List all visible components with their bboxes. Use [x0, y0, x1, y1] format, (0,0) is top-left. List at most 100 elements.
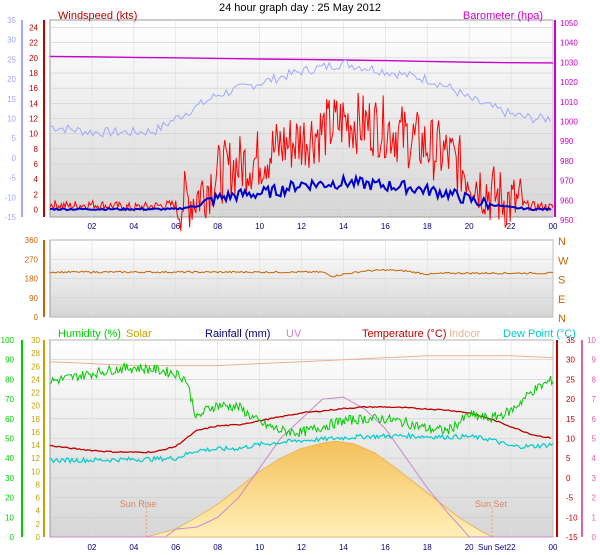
temperature-tick-label: 0: [566, 474, 571, 483]
solar-tick-label: 2: [36, 520, 41, 529]
legend-temperature: Temperature (°C): [362, 328, 446, 340]
barometer-tick-label: 1010: [560, 98, 578, 107]
outdoor-temp-tick-label: 30: [7, 36, 16, 45]
humidity-tick-label: 20: [5, 494, 14, 503]
humidity-tick-label: 100: [1, 336, 15, 345]
legend-indoor: Indoor: [449, 328, 481, 340]
direction-tick-label: 0: [34, 313, 39, 322]
wind-axis-label: Windspeed (kts): [58, 10, 137, 22]
panel3-x-tick-label: 04: [129, 543, 138, 552]
solar-tick-label: 22: [31, 389, 40, 398]
humidity-tick-label: 80: [5, 375, 14, 384]
uv-tick-label: 0: [592, 533, 597, 542]
barometer-tick-label: 970: [560, 177, 574, 186]
wind-tick-label: 22: [29, 39, 38, 48]
barometer-tick-label: 1030: [560, 58, 578, 67]
wind-tick-label: 10: [29, 130, 38, 139]
solar-tick-label: 26: [31, 362, 40, 371]
barometer-axis-label: Barometer (hpa): [463, 10, 543, 22]
outdoor-temp-tick-label: 25: [7, 55, 16, 64]
temperature-tick-label: -5: [566, 494, 574, 503]
barometer-tick-label: 990: [560, 137, 574, 146]
avg-wind-line: [49, 172, 552, 212]
panel1-x-tick-label: 02: [87, 222, 96, 231]
humidity-tick-label: 40: [5, 454, 14, 463]
solar-tick-label: 16: [31, 428, 40, 437]
uv-tick-label: 6: [592, 415, 597, 424]
legend-humidity: Humidity (%): [58, 328, 121, 340]
humidity-tick-label: 30: [5, 474, 14, 483]
outdoor-temp-tick-label: 15: [7, 95, 16, 104]
panel3-x-tick-label: Sun Set: [478, 543, 507, 552]
outdoor-temp-tick-label: 10: [7, 115, 16, 124]
outdoor-temp-tick-label: 0: [12, 154, 17, 163]
wind-tick-label: 6: [34, 160, 39, 169]
uv-tick-label: 10: [587, 336, 596, 345]
legend-rainfall: Rainfall (mm): [205, 328, 270, 340]
direction-tick-label: 90: [29, 294, 38, 303]
humidity-tick-label: 10: [5, 513, 14, 522]
humidity-tick-label: 0: [10, 533, 15, 542]
legend-dewpoint: Dew Point (°C): [503, 328, 576, 340]
wind-tick-label: 18: [29, 69, 38, 78]
panel3-x-tick-label: 02: [87, 543, 96, 552]
temperature-tick-label: -10: [566, 513, 578, 522]
wind-tick-label: 0: [34, 205, 39, 214]
outdoor-temp-line: [49, 59, 551, 138]
outdoor-temp-tick-label: -15: [4, 213, 16, 222]
panel1-x-tick-label: 14: [339, 222, 348, 231]
temperature-tick-label: 5: [566, 454, 571, 463]
wind-tick-label: 24: [29, 24, 38, 33]
temperature-tick-label: 15: [566, 415, 575, 424]
dewpoint-line: [49, 431, 554, 465]
chart-title: 24 hour graph day : 25 May 2012: [219, 2, 381, 14]
compass-label: S: [558, 275, 565, 287]
uv-tick-label: 8: [592, 375, 597, 384]
uv-tick-label: 3: [592, 474, 597, 483]
uv-tick-label: 4: [592, 454, 597, 463]
panel3-x-tick-label: 18: [423, 543, 432, 552]
panel1-x-tick-label: 20: [465, 222, 474, 231]
uv-tick-label: 2: [592, 494, 597, 503]
solar-tick-label: 28: [31, 349, 40, 358]
temperature-tick-label: 35: [566, 336, 575, 345]
uv-tick-label: 5: [592, 435, 597, 444]
outdoor-temp-tick-label: 35: [7, 16, 16, 25]
barometer-tick-label: 1000: [560, 118, 578, 127]
outdoor-temp-tick-label: -5: [9, 174, 17, 183]
wind-tick-label: 14: [29, 99, 38, 108]
panel3-x-tick-label: 10: [255, 543, 264, 552]
uv-line: [50, 396, 553, 538]
panel1-x-tick-label: 08: [213, 222, 222, 231]
panel1-x-tick-label: 22: [507, 222, 516, 231]
compass-label: N: [558, 313, 566, 325]
outdoor-temp-tick-label: -10: [4, 193, 16, 202]
legend-uv: UV: [286, 328, 302, 340]
wind-tick-label: 8: [34, 145, 39, 154]
panel3-x-tick-label: 06: [171, 543, 180, 552]
humidity-line: [49, 361, 554, 438]
uv-tick-label: 1: [592, 513, 597, 522]
wind-tick-label: 12: [29, 115, 38, 124]
panel1-x-tick-label: 18: [423, 222, 432, 231]
wind-tick-label: 20: [29, 54, 38, 63]
panel3-x-tick-label: 08: [213, 543, 222, 552]
panel3-x-tick-label: 20: [465, 543, 474, 552]
barometer-tick-label: 980: [560, 157, 574, 166]
wind-tick-label: 2: [34, 190, 39, 199]
solar-tick-label: 10: [31, 467, 40, 476]
panel3-x-tick-label: 16: [381, 543, 390, 552]
outdoor-temp-tick-label: 20: [7, 75, 16, 84]
humidity-tick-label: 60: [5, 415, 14, 424]
panel1-x-tick-label: 12: [297, 222, 306, 231]
barometer-tick-label: 1020: [560, 78, 578, 87]
sunrise-label: Sun Rise: [120, 499, 157, 509]
solar-tick-label: 6: [36, 494, 41, 503]
compass-label: N: [558, 236, 566, 248]
uv-tick-label: 7: [592, 395, 597, 404]
compass-label: W: [558, 255, 569, 267]
panel3-x-tick-label: 00: [549, 543, 558, 552]
barometer-tick-label: 960: [560, 196, 574, 205]
direction-tick-label: 270: [25, 255, 39, 264]
